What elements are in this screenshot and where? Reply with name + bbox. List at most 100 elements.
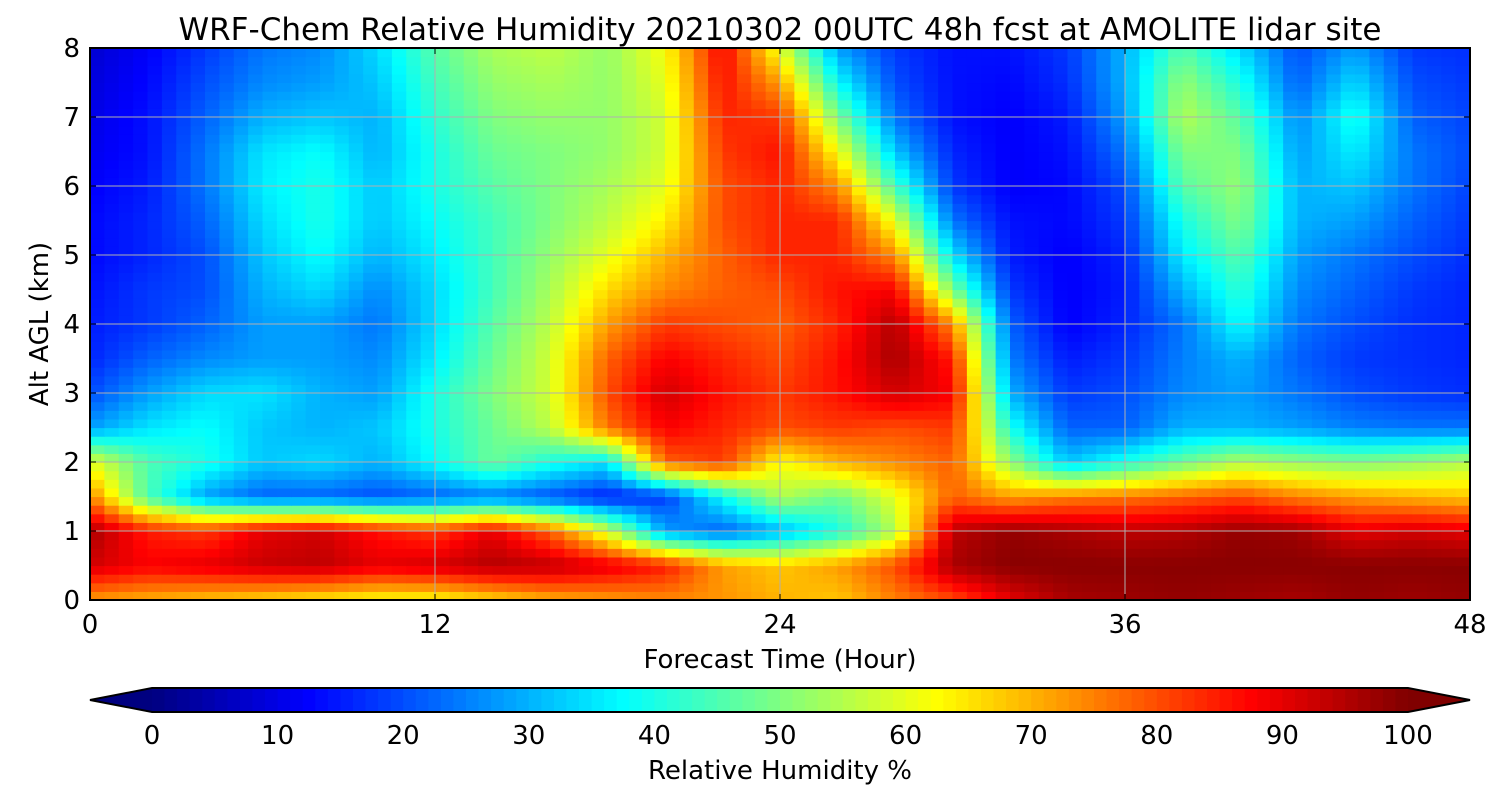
heatmap-cell — [665, 487, 680, 498]
heatmap-cell — [1240, 410, 1255, 420]
heatmap-cell — [895, 272, 910, 282]
heatmap-cell — [794, 203, 810, 213]
heatmap-cell — [564, 556, 580, 567]
heatmap-cell — [449, 462, 465, 472]
heatmap-cell — [420, 574, 436, 584]
heatmap-cell — [219, 470, 235, 480]
heatmap-cell — [736, 263, 752, 273]
heatmap-cell — [851, 513, 867, 523]
heatmap-cell — [161, 272, 177, 282]
heatmap-cell — [1268, 289, 1284, 299]
heatmap-cell — [1053, 513, 1069, 523]
heatmap-cell — [593, 358, 609, 368]
heatmap-cell — [1240, 186, 1255, 196]
heatmap-cell — [1383, 255, 1399, 265]
heatmap-cell — [420, 160, 436, 170]
heatmap-cell — [607, 246, 623, 256]
heatmap-cell — [866, 556, 882, 567]
heatmap-cell — [1455, 298, 1471, 308]
heatmap-cell — [607, 470, 623, 480]
heatmap-cell — [679, 280, 695, 291]
heatmap-cell — [1311, 453, 1327, 463]
heatmap-cell — [808, 306, 824, 316]
heatmap-cell — [190, 565, 206, 575]
heatmap-cell — [1196, 427, 1212, 437]
heatmap-cell — [1340, 306, 1356, 316]
heatmap-cell — [420, 401, 436, 411]
heatmap-cell — [1010, 384, 1025, 394]
heatmap-cell — [1383, 237, 1399, 247]
heatmap-cell — [1182, 548, 1198, 558]
heatmap-cell — [1081, 280, 1097, 291]
heatmap-cell — [262, 513, 278, 523]
heatmap-cell — [535, 556, 551, 567]
heatmap-cell — [521, 315, 537, 325]
heatmap-cell — [765, 418, 781, 429]
heatmap-cell — [837, 479, 853, 489]
heatmap-cell — [104, 574, 120, 584]
heatmap-cell — [794, 272, 810, 282]
heatmap-cell — [837, 556, 853, 567]
heatmap-cell — [1139, 427, 1155, 437]
heatmap-cell — [1211, 556, 1227, 567]
heatmap-cell — [794, 160, 810, 170]
heatmap-cell — [363, 436, 379, 446]
heatmap-cell — [1297, 367, 1313, 377]
heatmap-cell — [636, 505, 652, 515]
heatmap-cell — [1441, 289, 1457, 299]
heatmap-cell — [578, 410, 594, 420]
heatmap-cell — [708, 358, 724, 368]
heatmap-cell — [650, 591, 666, 601]
heatmap-cell — [722, 177, 738, 187]
heatmap-cell — [1096, 298, 1112, 308]
heatmap-cell — [1067, 315, 1083, 325]
heatmap-cell — [966, 531, 982, 541]
heatmap-cell — [1268, 522, 1284, 532]
heatmap-cell — [377, 168, 393, 178]
heatmap-cell — [938, 470, 954, 480]
heatmap-cell — [90, 556, 105, 567]
heatmap-cell — [1355, 548, 1370, 558]
heatmap-cell — [621, 237, 637, 247]
heatmap-cell — [1153, 367, 1169, 377]
heatmap-cell — [1010, 255, 1025, 265]
heatmap-cell — [1038, 444, 1054, 454]
heatmap-cell — [320, 418, 335, 429]
heatmap-cell — [1038, 513, 1054, 523]
heatmap-cell — [1326, 280, 1342, 291]
heatmap-cell — [780, 487, 795, 498]
heatmap-cell — [708, 229, 724, 239]
heatmap-cell — [593, 401, 609, 411]
heatmap-cell — [550, 487, 565, 498]
heatmap-cell — [938, 513, 954, 523]
heatmap-cell — [1340, 513, 1356, 523]
heatmap-cell — [1311, 255, 1327, 265]
heatmap-cell — [780, 220, 795, 230]
heatmap-cell — [909, 487, 925, 498]
heatmap-cell — [1369, 470, 1385, 480]
heatmap-cell — [621, 522, 637, 532]
heatmap-cell — [981, 479, 997, 489]
heatmap-cell — [1297, 220, 1313, 230]
heatmap-cell — [377, 522, 393, 532]
heatmap-cell — [765, 367, 781, 377]
heatmap-cell — [463, 211, 479, 222]
heatmap-cell — [161, 522, 177, 532]
heatmap-cell — [679, 522, 695, 532]
heatmap-cell — [118, 453, 134, 463]
heatmap-cell — [837, 444, 853, 454]
heatmap-cell — [981, 375, 997, 385]
heatmap-cell — [262, 194, 278, 204]
heatmap-cell — [305, 349, 321, 360]
heatmap-cell — [1340, 444, 1356, 454]
heatmap-cell — [765, 306, 781, 316]
heatmap-cell — [708, 280, 724, 291]
heatmap-cell — [1067, 211, 1083, 222]
heatmap-cell — [995, 367, 1011, 377]
heatmap-cell — [851, 531, 867, 541]
heatmap-cell — [1024, 548, 1040, 558]
heatmap-cell — [478, 591, 494, 601]
heatmap-cell — [880, 418, 896, 429]
heatmap-cell — [363, 272, 379, 282]
heatmap-cell — [1311, 177, 1327, 187]
